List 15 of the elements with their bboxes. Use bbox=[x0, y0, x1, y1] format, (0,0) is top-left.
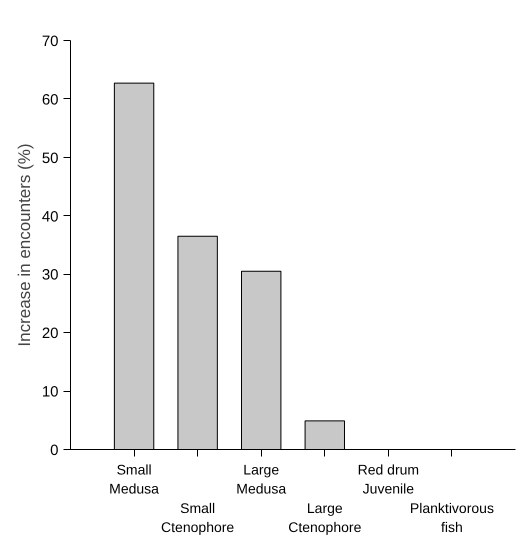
y-tick-label: 50 bbox=[42, 150, 59, 167]
y-tick-label: 30 bbox=[42, 266, 59, 284]
x-tick-label: Red drum Juvenile bbox=[358, 462, 420, 497]
x-tick-label: Small Ctenophore bbox=[161, 500, 234, 536]
y-axis-title: Increase in encounters (%) bbox=[14, 143, 34, 347]
x-tick-label: Planktivorous fish bbox=[410, 500, 494, 536]
y-tick-label: 40 bbox=[42, 208, 59, 226]
y-tick-label: 70 bbox=[42, 33, 59, 50]
x-tick-label: Large Ctenophore bbox=[288, 500, 362, 536]
x-tick-label: Large Medusa bbox=[236, 462, 286, 497]
y-tick-label: 0 bbox=[50, 442, 58, 459]
y-tick-label: 10 bbox=[42, 384, 59, 401]
y-tick-label: 20 bbox=[42, 325, 59, 342]
x-tick-label: Small Medusa bbox=[109, 462, 160, 497]
y-tick-label: 60 bbox=[42, 91, 59, 108]
